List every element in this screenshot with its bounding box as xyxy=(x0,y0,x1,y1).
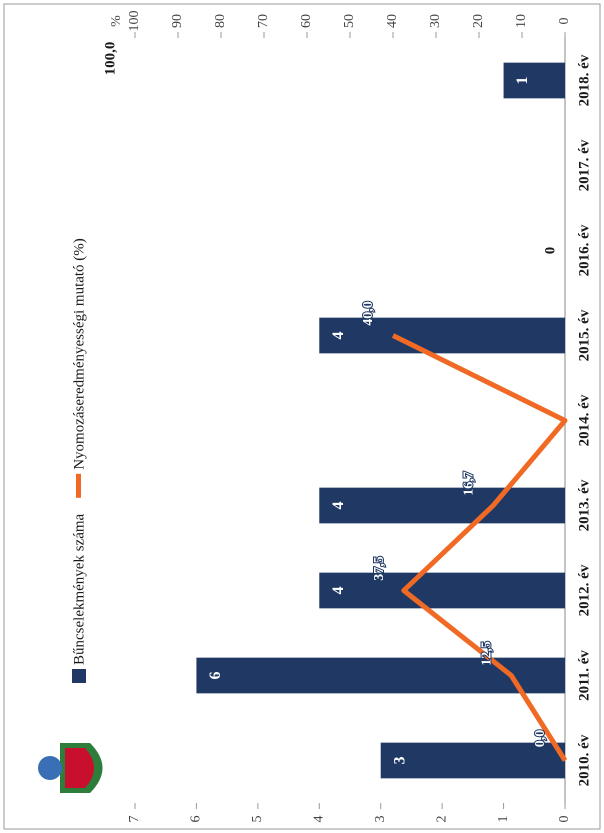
y2-tick-label: 40 xyxy=(385,14,400,28)
y2-tick-label: 70 xyxy=(256,14,271,28)
y2-tick-label: 20 xyxy=(471,14,486,28)
y-tick-label: 2 xyxy=(434,816,449,823)
y-tick-label: 0 xyxy=(557,816,572,823)
x-tick-label: 2015. év xyxy=(576,309,592,361)
bar-label: 4 xyxy=(330,332,347,340)
bar-label: 1 xyxy=(514,77,531,85)
legend-label: Bűncselekmények száma xyxy=(71,513,87,665)
x-tick-label: 2018. év xyxy=(576,54,592,106)
logo xyxy=(38,743,103,793)
bar xyxy=(196,657,566,694)
y2-tick-label: 30 xyxy=(428,14,443,28)
legend-swatch xyxy=(72,669,86,683)
frame xyxy=(3,3,601,830)
line-value-label: 0,0 xyxy=(533,730,548,748)
y2-tick-label: 90 xyxy=(170,14,185,28)
x-tick-label: 2011. év xyxy=(576,650,592,701)
y-tick-label: 7 xyxy=(127,816,142,823)
bar-label: 6 xyxy=(207,672,224,680)
bar xyxy=(319,572,565,609)
y-tick-label: 3 xyxy=(373,816,388,823)
y2-tick-label: 50 xyxy=(342,14,357,28)
legend-swatch xyxy=(76,473,81,498)
x-tick-label: 2012. év xyxy=(576,564,592,616)
x-tick-label: 2010. év xyxy=(576,734,592,786)
bar-label: 3 xyxy=(391,757,408,765)
bar xyxy=(319,317,565,354)
y2-axis-label: % xyxy=(109,15,124,27)
bar xyxy=(319,487,565,524)
y-tick-label: 4 xyxy=(312,816,327,823)
x-tick-label: 2017. év xyxy=(576,139,592,191)
line-value-label: 100,0 xyxy=(102,42,118,76)
x-tick-label: 2016. év xyxy=(576,224,592,276)
y-tick-label: 5 xyxy=(250,816,265,823)
bar-label: 0 xyxy=(542,247,558,255)
y2-tick-label: 100 xyxy=(127,11,142,32)
line-value-label: 40,0 xyxy=(361,301,376,326)
bar-label: 4 xyxy=(330,587,347,595)
bar xyxy=(380,742,566,779)
legend-label: Nyomozáseredményességi mutató (%) xyxy=(71,238,87,470)
y-tick-label: 6 xyxy=(189,816,204,823)
y-tick-label: 1 xyxy=(496,816,511,823)
y2-tick-label: 80 xyxy=(213,14,228,28)
line-value-label: 12,5 xyxy=(479,641,494,666)
y2-tick-label: 10 xyxy=(514,14,529,28)
bar xyxy=(503,62,566,99)
bar-label: 4 xyxy=(330,502,347,510)
line-value-label: 37,5 xyxy=(372,556,387,581)
x-tick-label: 2014. év xyxy=(576,394,592,446)
line xyxy=(391,333,568,762)
line-value-label: 16,7 xyxy=(461,471,476,496)
y2-tick-label: 0 xyxy=(557,18,572,25)
y2-tick-label: 60 xyxy=(299,14,314,28)
x-tick-label: 2013. év xyxy=(576,479,592,531)
